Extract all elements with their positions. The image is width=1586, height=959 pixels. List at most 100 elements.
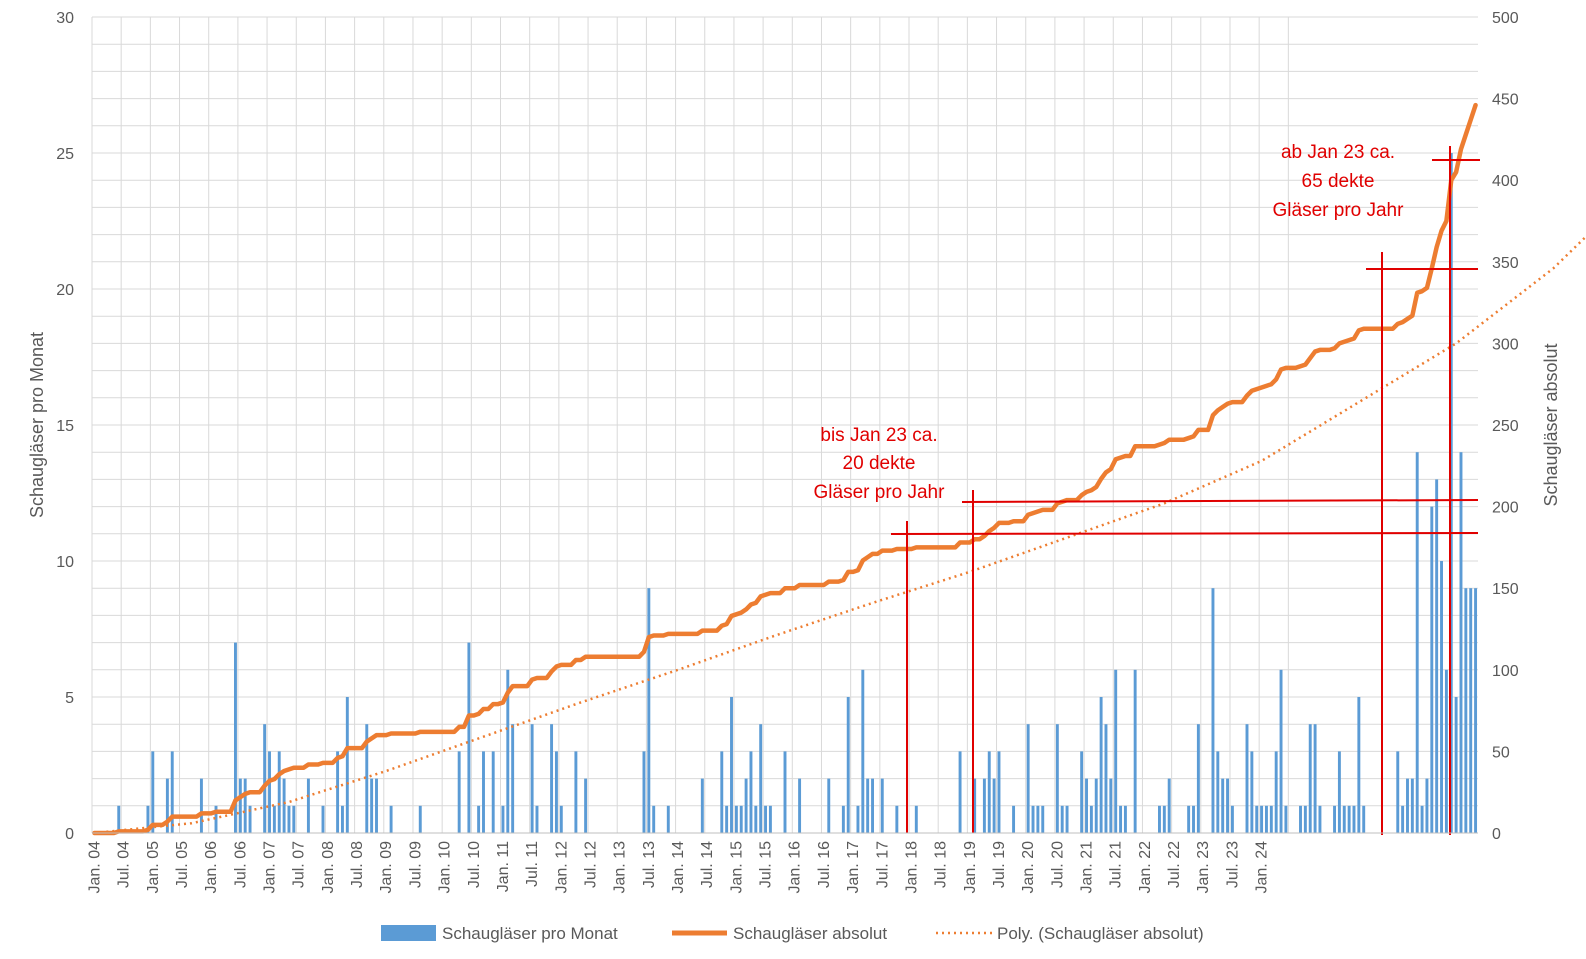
monthly-bar [1055, 724, 1059, 833]
y-right-tick-label: 500 [1492, 10, 1519, 27]
monthly-bar [1430, 506, 1434, 833]
monthly-bar [700, 778, 704, 833]
monthly-bar [866, 778, 870, 833]
monthly-bar [1221, 778, 1225, 833]
monthly-bar [1123, 805, 1127, 833]
x-tick-label: Jan. 18 [903, 841, 920, 894]
annotation-line-h-low-left [890, 532, 1479, 535]
chart-axes: 0510152025300501001502002503003504004505… [56, 10, 1519, 893]
x-tick-label: Jul. 14 [699, 841, 716, 888]
monthly-bar [199, 778, 203, 833]
monthly-bar [1099, 697, 1103, 833]
monthly-bar [165, 778, 169, 833]
monthly-bar [1104, 724, 1108, 833]
monthly-bar [1318, 805, 1322, 833]
y-right-tick-label: 300 [1492, 336, 1519, 353]
monthly-bar [375, 778, 378, 833]
monthly-bar [263, 724, 267, 833]
x-tick-label: Jan. 21 [1079, 841, 1096, 894]
y-right-tick-label: 400 [1492, 173, 1519, 190]
monthly-bar [340, 805, 344, 833]
x-tick-label: Jul. 13 [641, 841, 658, 888]
monthly-bar [992, 778, 996, 833]
monthly-bar [1264, 805, 1268, 833]
y-right-tick-label: 50 [1492, 744, 1510, 761]
monthly-bar [1420, 805, 1424, 833]
monthly-bar [345, 697, 349, 833]
monthly-bars [117, 153, 1478, 833]
monthly-bar [895, 805, 899, 833]
monthly-bar [234, 642, 237, 833]
monthly-bar [1357, 697, 1361, 833]
legend-swatch-bars [381, 925, 436, 941]
legend-label-bars: Schaugläser pro Monat [442, 924, 618, 943]
monthly-bar [511, 724, 515, 833]
monthly-bar [584, 778, 588, 833]
legend-label-line: Schaugläser absolut [733, 924, 887, 943]
x-tick-label: Jul. 20 [1049, 841, 1066, 888]
x-tick-label: Jul. 04 [116, 841, 133, 888]
monthly-bar [1454, 697, 1458, 833]
x-tick-label: Jan. 07 [262, 841, 279, 894]
monthly-bar [574, 751, 578, 833]
monthly-bar [1308, 724, 1312, 833]
legend: Schaugläser pro Monat Schaugläser absolu… [381, 924, 1204, 943]
monthly-bar [1192, 805, 1195, 833]
monthly-bar [1089, 805, 1093, 833]
monthly-bar [1444, 669, 1448, 833]
monthly-bar [321, 805, 325, 833]
x-tick-label: Jul. 15 [758, 841, 775, 888]
monthly-bar [1065, 805, 1069, 833]
monthly-bar [754, 805, 758, 833]
monthly-bar [987, 751, 991, 833]
monthly-bar [1250, 751, 1254, 833]
monthly-bar [914, 805, 918, 833]
x-tick-label: Jan. 23 [1195, 841, 1212, 894]
monthly-bar [1449, 153, 1453, 833]
monthly-bar [1274, 751, 1278, 833]
monthly-bar [554, 751, 558, 833]
monthly-bar [1026, 724, 1030, 833]
monthly-bar [1303, 805, 1307, 833]
monthly-bar [1362, 805, 1366, 833]
x-tick-label: Jan. 20 [1020, 841, 1037, 894]
monthly-bar [1109, 778, 1113, 833]
x-tick-label: Jul. 17 [874, 841, 891, 888]
x-tick-label: Jul. 16 [816, 841, 833, 888]
x-tick-label: Jul. 09 [407, 841, 424, 888]
annotation-right-line-3: Gläser pro Jahr [1273, 200, 1405, 221]
annotation-left-line-2: 20 dekte [843, 453, 916, 474]
monthly-bar [1158, 805, 1161, 833]
monthly-bar [1435, 479, 1439, 833]
monthly-bar [725, 805, 729, 833]
monthly-bar [243, 778, 247, 833]
monthly-bar [467, 642, 471, 833]
monthly-bar [268, 751, 271, 833]
monthly-bar [720, 751, 724, 833]
monthly-bar [370, 778, 374, 833]
monthly-bar [550, 724, 554, 833]
monthly-bar [1415, 452, 1419, 833]
monthly-bar [170, 751, 174, 833]
monthly-bar [1459, 452, 1463, 833]
monthly-bar [997, 751, 1001, 833]
y-left-tick-label: 15 [56, 418, 74, 435]
monthly-bar [117, 805, 121, 833]
monthly-bar [292, 805, 296, 833]
monthly-bar [666, 805, 670, 833]
monthly-bar [457, 751, 461, 833]
x-tick-label: Jan. 11 [495, 841, 512, 892]
monthly-bar [744, 778, 748, 833]
monthly-bar [1284, 805, 1288, 833]
monthly-bar [1036, 805, 1040, 833]
monthly-bar [642, 751, 646, 833]
y-left-tick-label: 10 [56, 554, 74, 571]
x-tick-label: Jul. 11 [524, 841, 541, 887]
y-left-axis-title: Schaugläser pro Monat [27, 332, 47, 518]
monthly-bar [1031, 805, 1035, 833]
monthly-bar [1080, 751, 1084, 833]
x-tick-label: Jan. 24 [1254, 841, 1271, 894]
monthly-bar [506, 669, 510, 833]
y-right-tick-label: 100 [1492, 663, 1519, 680]
monthly-bar [248, 805, 252, 833]
